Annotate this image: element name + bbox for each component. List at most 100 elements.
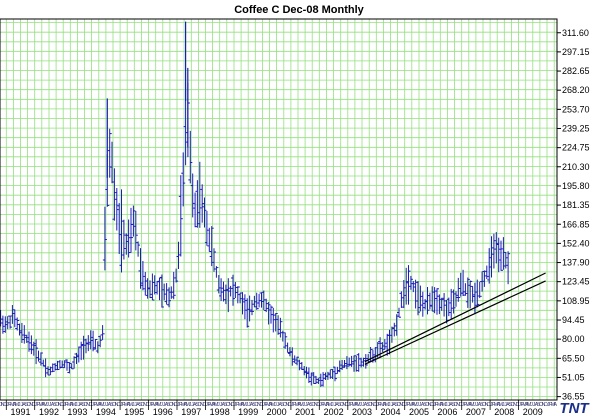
month-tick-label: M — [271, 402, 275, 408]
month-tick-label: A — [335, 402, 339, 408]
year-tick-label: 1997 — [181, 407, 201, 417]
month-tick-label: F — [122, 402, 125, 408]
month-tick-label: D — [430, 402, 434, 408]
month-tick-label: D — [316, 402, 320, 408]
month-tick-label: A — [383, 402, 387, 408]
year-tick-label: 2005 — [409, 407, 429, 417]
tnt-logo: TNT — [559, 400, 590, 417]
month-tick-label: N — [115, 402, 119, 408]
month-tick-label: A — [392, 402, 396, 408]
price-axis-label: 137.90 — [562, 258, 590, 268]
month-tick-label: M — [437, 402, 441, 408]
month-tick-label: M — [243, 402, 247, 408]
month-tick-label: J — [388, 402, 391, 408]
month-tick-label: F — [492, 402, 495, 408]
price-axis-label: 311.60 — [562, 28, 589, 38]
month-tick-label: O — [511, 402, 515, 408]
month-tick-label: J — [106, 402, 109, 408]
month-tick-label: J — [303, 402, 306, 408]
price-axis-label: 166.85 — [562, 219, 590, 229]
month-tick-label: A — [326, 402, 330, 408]
month-tick-label: O — [340, 402, 344, 408]
month-tick-label: M — [96, 402, 100, 408]
month-tick-label: J — [519, 402, 522, 408]
month-tick-label: J — [274, 402, 277, 408]
month-tick-label: M — [356, 402, 360, 408]
month-tick-label: D — [174, 402, 178, 408]
year-tick-label: 2003 — [352, 407, 372, 417]
month-tick-label: O — [454, 402, 458, 408]
month-tick-label: N — [29, 402, 33, 408]
month-tick-label: J — [533, 402, 536, 408]
month-tick-label: J — [530, 402, 533, 408]
month-tick-label: M — [295, 402, 299, 408]
month-tick-label: A — [155, 402, 159, 408]
month-tick-label: A — [22, 402, 26, 408]
trendline — [364, 280, 546, 365]
month-tick-label: A — [79, 402, 83, 408]
month-tick-label: M — [67, 402, 71, 408]
month-tick-label: J — [360, 402, 363, 408]
month-tick-label: A — [535, 402, 539, 408]
month-tick-label: A — [41, 402, 45, 408]
month-tick-label: M — [186, 402, 190, 408]
month-tick-label: M — [129, 402, 133, 408]
month-tick-label: S — [395, 402, 399, 408]
month-tick-label: N — [456, 402, 460, 408]
month-tick-label: S — [309, 402, 313, 408]
month-tick-label: M — [323, 402, 327, 408]
trendline-layer — [364, 272, 546, 365]
month-tick-label: M — [72, 402, 76, 408]
month-tick-label: O — [198, 402, 202, 408]
price-axis-label: 36.55 — [562, 392, 585, 402]
month-tick-label: J — [75, 402, 78, 408]
month-tick-label: J — [163, 402, 166, 408]
month-tick-label: D — [89, 402, 93, 408]
month-tick-label: O — [368, 402, 372, 408]
month-tick-label: J — [92, 402, 95, 408]
year-tick-labels: 1991 1992 1993 1994 1995 1996 1997 1998 1999 2000… — [5, 400, 543, 417]
month-tick-label: M — [499, 402, 503, 408]
month-tick-label: N — [342, 402, 346, 408]
month-tick-label: N — [399, 402, 403, 408]
price-axis-label: 123.45 — [562, 277, 590, 287]
price-axis-label: 195.80 — [562, 181, 590, 191]
month-tick-label: J — [433, 402, 436, 408]
month-tick-label: J — [248, 402, 251, 408]
month-tick-label: A — [449, 402, 453, 408]
month-tick-label: D — [60, 402, 64, 408]
month-tick-label: J — [63, 402, 66, 408]
month-tick-label: A — [298, 402, 302, 408]
month-tick-label: O — [425, 402, 429, 408]
month-tick-label: J — [319, 402, 322, 408]
month-tick-label: M — [442, 402, 446, 408]
month-tick-label: J — [447, 402, 450, 408]
tnt-logo-text: TNT — [559, 400, 590, 417]
year-tick-label: 2004 — [380, 407, 400, 417]
year-tick-label: 1995 — [124, 407, 144, 417]
price-axis-label: 51.05 — [562, 372, 585, 382]
month-tick-label: A — [165, 402, 169, 408]
month-tick-label: S — [53, 402, 57, 408]
month-tick-label: J — [6, 402, 9, 408]
month-tick-label: J — [35, 402, 38, 408]
price-axis-label: 253.70 — [562, 104, 590, 114]
month-tick-label: O — [482, 402, 486, 408]
month-tick-label: D — [459, 402, 463, 408]
month-tick-label: J — [191, 402, 194, 408]
month-tick-label: J — [49, 402, 52, 408]
month-tick-label: N — [428, 402, 432, 408]
month-tick-label: M — [10, 402, 14, 408]
month-tick-label: O — [226, 402, 230, 408]
month-tick-label: F — [321, 402, 324, 408]
month-tick-label: A — [421, 402, 425, 408]
month-tick-label: A — [307, 402, 311, 408]
month-tick-label: F — [521, 402, 524, 408]
month-tick-label: F — [378, 402, 381, 408]
month-tick-label: M — [328, 402, 332, 408]
month-tick-label: J — [20, 402, 23, 408]
month-tick-label: S — [224, 402, 228, 408]
month-tick-label: F — [407, 402, 410, 408]
month-tick-label: J — [205, 402, 208, 408]
